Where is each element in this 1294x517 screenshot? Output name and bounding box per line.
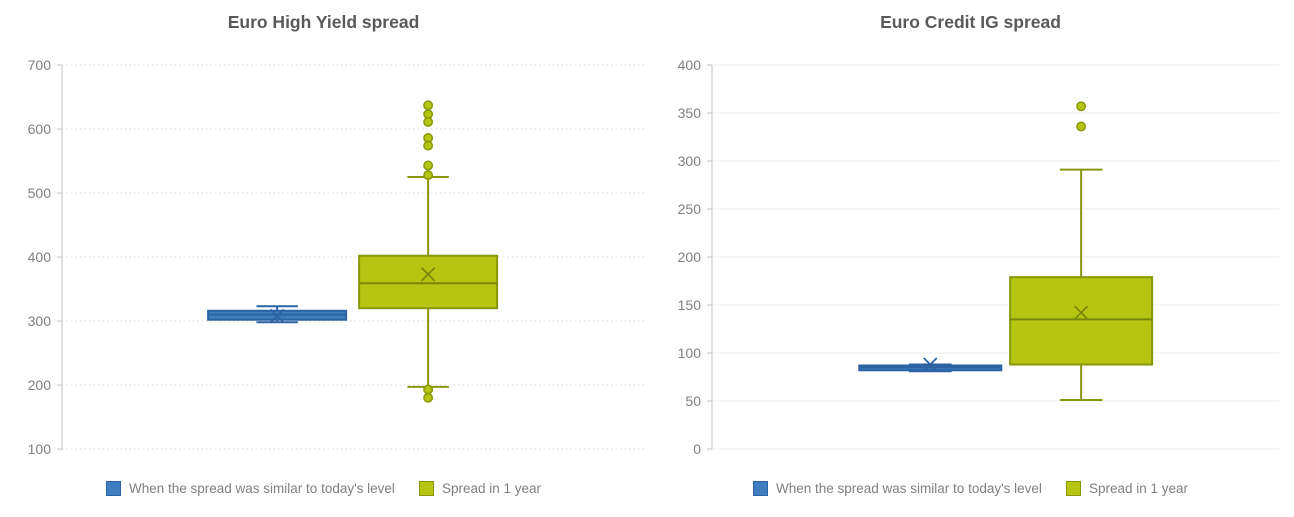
svg-text:600: 600 [28,121,52,137]
olive-square-icon [418,481,434,496]
plot-area: 700 600 500 400 300 200 100 [28,57,645,457]
svg-text:400: 400 [678,57,702,73]
legend: When the spread was similar to today's l… [647,481,1294,496]
legend-item-today-level: When the spread was similar to today's l… [752,481,1042,496]
chart-euro-high-yield: Euro High Yield spread 700 600 500 400 300 20… [0,12,647,496]
legend-item-spread-1-year: Spread in 1 year [1065,481,1188,496]
svg-text:350: 350 [678,105,702,121]
legend-label: When the spread was similar to today's l… [128,481,395,496]
legend-label: Spread in 1 year [441,481,541,496]
svg-text:150: 150 [678,297,702,313]
svg-text:50: 50 [685,393,701,409]
svg-text:200: 200 [678,249,702,265]
svg-text:200: 200 [28,377,52,393]
legend-label: Spread in 1 year [1088,481,1188,496]
legend: When the spread was similar to today's l… [0,481,647,496]
svg-text:300: 300 [678,153,702,169]
plot-area: 400 350 300 250 200 150 100 50 0 [678,57,1279,457]
svg-text:700: 700 [28,57,52,73]
legend-label: When the spread was similar to today's l… [775,481,1042,496]
svg-text:300: 300 [28,313,52,329]
blue-square-icon [752,481,768,496]
chart-title: Euro Credit IG spread [880,12,1061,32]
legend-item-spread-1-year: Spread in 1 year [418,481,541,496]
chart-euro-credit-ig: Euro Credit IG spread 400 350 300 250 200 150… [647,0,1294,517]
svg-text:100: 100 [678,345,702,361]
olive-square-icon [1065,481,1081,496]
chart-title: Euro High Yield spread [227,12,420,32]
svg-text:500: 500 [28,185,52,201]
svg-text:100: 100 [28,441,52,457]
svg-text:250: 250 [678,201,702,217]
svg-text:0: 0 [693,441,701,457]
svg-text:400: 400 [28,249,52,265]
blue-square-icon [105,481,121,496]
legend-item-today-level: When the spread was similar to today's l… [105,481,395,496]
